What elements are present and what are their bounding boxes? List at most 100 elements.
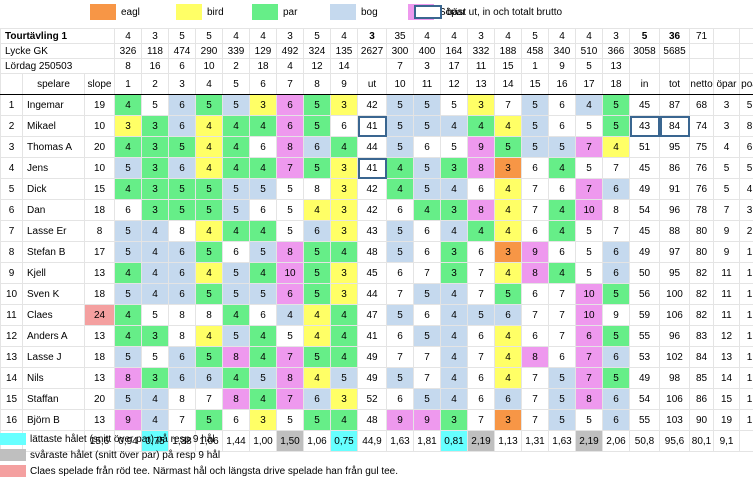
net-total: 85 [689, 367, 715, 389]
net-total: 83 [689, 325, 715, 347]
over-par: 5 [713, 178, 741, 200]
player-row: 8 Stefan B 17 5 4 6 5 6 5 8 5 4 48 5 6 3 6 3 9 6 5 6 49 97 80 9 1 [0, 241, 753, 263]
player-name: Jens [22, 157, 85, 179]
hole-score: 5 [494, 136, 523, 158]
hole-score: 6 [467, 388, 496, 410]
hole-score: 7 [467, 346, 496, 368]
net-total: 90 [689, 409, 715, 431]
in-total: 59 [629, 304, 661, 326]
hole-score: 8 [602, 199, 631, 221]
hole-score: 5 [249, 241, 278, 263]
hole-score: 6 [602, 178, 631, 200]
player-rank: 3 [0, 136, 23, 158]
player-row: 5 Dick 15 4 3 5 5 5 5 5 8 3 42 4 5 4 6 4 7 6 7 6 49 91 76 5 4 [0, 178, 753, 200]
column-header: 13 [467, 73, 496, 95]
hole-score: 4 [303, 304, 332, 326]
gross-total: 96 [659, 199, 691, 221]
hole-score: 5 [548, 136, 577, 158]
points: 6 [739, 136, 753, 158]
column-header: spelare [22, 73, 85, 95]
net-total: 75 [689, 136, 715, 158]
hole-score: 6 [386, 262, 415, 284]
in-total: 55 [629, 409, 661, 431]
in-total: 54 [629, 199, 661, 221]
hole-par: 4 [413, 28, 442, 44]
player-row: 15 Staffan 20 5 4 8 7 8 4 7 6 3 52 6 5 4 6 6 7 5 8 6 54 106 86 15… [0, 388, 753, 410]
hole-par: 5 [629, 28, 661, 44]
gross-total: 102 [659, 346, 691, 368]
column-header: 1 [114, 73, 143, 95]
net-total: 82 [689, 304, 715, 326]
over-par: 9 [713, 220, 741, 242]
column-header: 3 [168, 73, 197, 95]
hole-score: 4 [222, 220, 251, 242]
in-total: 50 [629, 262, 661, 284]
hole-index: 8 [114, 58, 143, 74]
net-total: 68 [689, 94, 715, 116]
hole-score: 8 [168, 304, 197, 326]
out-total: 48 [357, 241, 388, 263]
hole-score: 7 [521, 388, 550, 410]
hole-score: 8 [303, 178, 332, 200]
hole-par: 4 [548, 28, 577, 44]
hole-score: 8 [114, 367, 143, 389]
net-total: 78 [689, 199, 715, 221]
hole-score: 5 [575, 262, 604, 284]
hole-score: 8 [195, 304, 224, 326]
hole-score: 5 [303, 241, 332, 263]
hole-index: 13 [602, 58, 631, 74]
hole-score: 7 [575, 178, 604, 200]
hole-score: 4 [195, 220, 224, 242]
hole-score: 5 [386, 241, 415, 263]
player-slope: 13 [83, 367, 116, 389]
gross-total: 95 [659, 136, 691, 158]
hole-par: 4 [222, 28, 251, 44]
hole-score: 3 [141, 325, 170, 347]
hole-score: 5 [114, 346, 143, 368]
hole-length: 474 [168, 43, 197, 59]
hole-score: 7 [548, 304, 577, 326]
hole-score: 5 [195, 178, 224, 200]
hole-length: 290 [195, 43, 224, 59]
hole-score: 4 [195, 262, 224, 284]
average-value: 2,19 [467, 430, 496, 452]
empty [0, 73, 23, 95]
hole-score: 4 [440, 367, 469, 389]
hole-score: 5 [276, 325, 305, 347]
out-total: 41 [357, 157, 388, 179]
empty [739, 28, 753, 44]
hole-index: 11 [467, 58, 496, 74]
hole-length: 366 [602, 43, 631, 59]
empty [713, 43, 741, 59]
empty [739, 43, 753, 59]
hole-score: 5 [386, 304, 415, 326]
hole-score: 5 [548, 388, 577, 410]
hole-score: 7 [276, 346, 305, 368]
out-total: 49 [357, 367, 388, 389]
hole-score: 7 [521, 199, 550, 221]
out-total: 43 [357, 220, 388, 242]
hole-score: 7 [548, 283, 577, 305]
hole-index: 7 [386, 58, 415, 74]
player-rank: 9 [0, 262, 23, 284]
hole-score: 5 [413, 388, 442, 410]
hole-length: 188 [494, 43, 523, 59]
hole-score: 5 [195, 283, 224, 305]
hole-score: 6 [168, 367, 197, 389]
legend-item-1: bird [176, 4, 224, 20]
hole-score: 4 [114, 262, 143, 284]
over-par: 15 [713, 388, 741, 410]
hole-length: 118 [141, 43, 170, 59]
gross-total: 103 [659, 409, 691, 431]
hole-index: 12 [303, 58, 332, 74]
hole-score: 6 [386, 388, 415, 410]
hole-score: 5 [168, 178, 197, 200]
hole-score: 4 [440, 346, 469, 368]
hole-score: 6 [521, 220, 550, 242]
gross-total: 98 [659, 367, 691, 389]
hole-score: 3 [141, 157, 170, 179]
hole-score: 4 [548, 199, 577, 221]
hole-score: 4 [494, 115, 523, 137]
hole-score: 3 [467, 94, 496, 116]
average-value: 95,6 [659, 430, 691, 452]
